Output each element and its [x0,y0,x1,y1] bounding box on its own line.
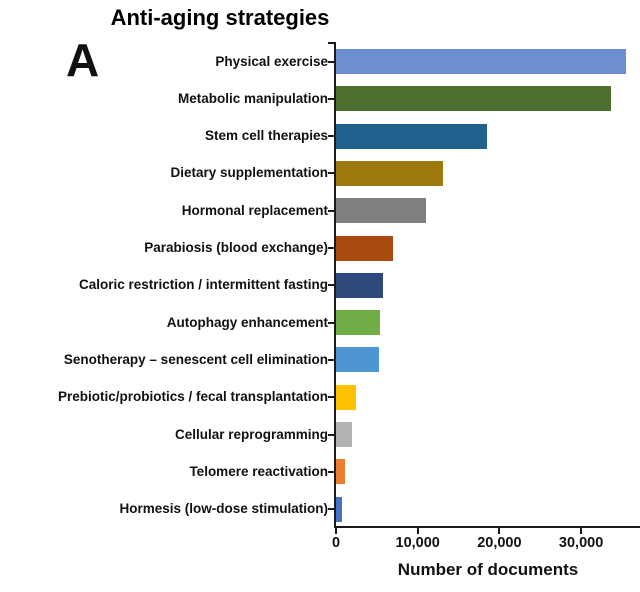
x-tick-label: 0 [331,535,341,551]
y-axis-tick [328,508,334,511]
category-label: Cellular reprogramming [174,426,328,442]
category-label: Caloric restriction / intermittent fasti… [78,277,328,293]
x-axis-tick [580,528,583,534]
category-label: Autophagy enhancement [166,314,328,330]
x-axis-tick [498,528,501,534]
bar-dietary-supplementation [336,160,443,186]
bar-hormonal-replacement [336,198,426,224]
y-axis-tick [328,135,334,138]
y-axis-tick [328,433,334,436]
category-label: Metabolic manipulation [177,90,328,106]
category-label: Hormonal replacement [181,202,328,218]
y-axis-tick [328,172,334,175]
category-label: Hormesis (low-dose stimulation) [119,501,328,517]
x-axis-label: Number of documents [397,560,579,579]
x-axis-tick [335,528,337,534]
y-axis-tick [328,284,334,287]
category-label: Dietary supplementation [170,165,328,181]
y-axis-tick [328,60,334,63]
bar-telomere-reactivation [336,459,345,485]
y-axis-tick [328,209,334,212]
chart-title: Anti-aging strategies [110,5,330,30]
bar-caloric-restriction-intermittent-fasting [336,272,383,298]
bar-metabolic-manipulation [336,86,611,112]
category-label: Telomere reactivation [189,463,328,479]
y-axis-tick [328,247,334,249]
y-axis-tick [328,42,334,44]
bar-prebiotic-probiotics-fecal-transplantation [336,384,356,410]
x-tick-label: 30,000 [558,535,604,551]
bar-stem-cell-therapies [336,123,487,149]
y-axis-tick [328,470,334,473]
category-label: Stem cell therapies [204,128,328,144]
bar-cellular-reprogramming [336,422,352,447]
bar-physical-exercise [336,49,626,74]
category-label: Parabiosis (blood exchange) [144,240,328,255]
x-tick-label: 20,000 [477,535,522,551]
category-label: Physical exercise [215,53,328,69]
y-axis-tick [328,97,334,100]
bar-autophagy-enhancement [336,310,380,336]
x-axis-line [334,526,640,528]
y-axis-line [334,42,336,528]
category-label: Prebiotic/probiotics / fecal transplanta… [57,389,328,405]
bar-parabiosis-blood-exchange [336,235,393,261]
y-axis-tick [328,358,334,361]
x-tick-label: 10,000 [395,535,440,551]
bar-senotherapy-senescent-cell-elimination [336,347,379,373]
bar-hormesis-low-dose-stimulation [336,496,342,522]
y-axis-tick [328,396,334,399]
panel-label: A [66,34,100,86]
category-label: Senotherapy – senescent cell elimination [63,351,328,367]
y-axis-tick [328,321,334,324]
x-axis-tick [416,528,419,534]
